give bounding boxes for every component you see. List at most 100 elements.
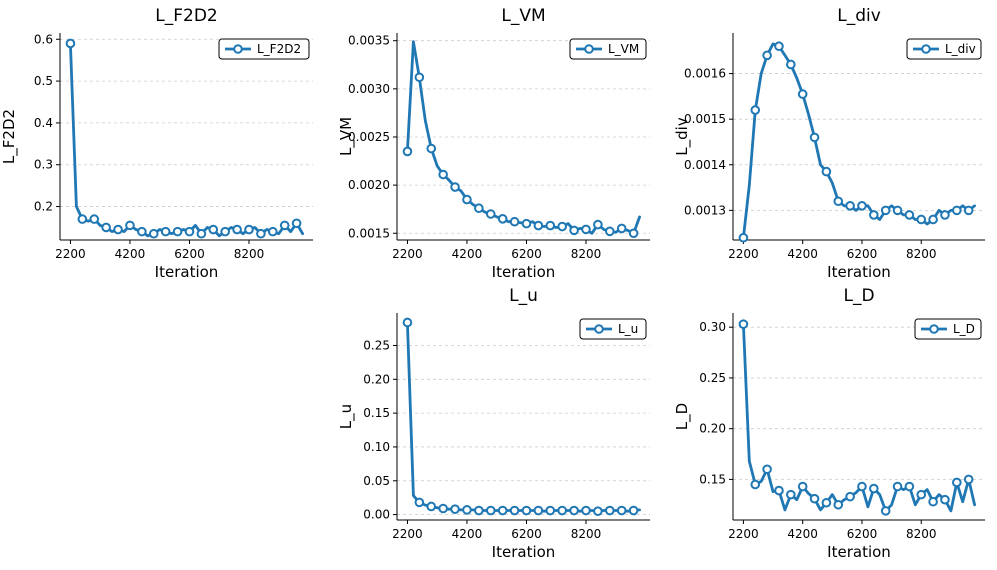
data-point [101,222,111,233]
data-point [797,89,808,99]
legend-box [218,38,310,60]
chart-l-u: 0.00 0.05 0.10 0.15 0.20 0.25 2200 4200 6200 8200… [337,286,650,561]
data-point [616,505,627,516]
data-point [940,494,950,505]
data-point [414,72,425,83]
data-point [557,221,567,232]
data-point [928,496,938,507]
legend-label: L_D [953,322,975,336]
data-point [774,485,784,496]
x-tick-label: 8200 [906,247,937,261]
data-point [426,143,437,154]
data-point [569,225,579,236]
y-tick-label: 0.0025 [348,130,390,144]
legend-label: L_u [618,322,638,336]
data-point [485,209,496,219]
legend-box [569,38,647,60]
y-axis-label: L_div [673,117,692,156]
data-point [521,505,532,516]
data-point [904,210,915,220]
y-tick-label: 0.5 [34,74,53,88]
data-point [125,220,135,231]
data-point [450,182,460,192]
y-tick-label: 0.30 [699,320,726,334]
data-point [880,205,891,216]
x-tick-label: 2200 [55,247,86,261]
data-point [593,219,603,230]
x-tick-label: 4200 [452,247,483,261]
legend-marker [233,44,243,54]
chart-title: L_VM [501,6,545,26]
chart-l-f2d2: 0.2 0.3 0.4 0.5 0.6 2200 4200 6200 8200 L_F2D2 Ite… [0,6,313,281]
data-point [267,226,278,237]
chart-l-vm: 0.0015 0.0020 0.0025 0.0030 0.0035 2200 4200 62… [337,6,650,281]
data-point [616,223,627,234]
legend-marker [584,44,594,54]
data-point [762,50,772,61]
data-point [485,505,496,516]
y-axis-label: L_VM [337,117,356,156]
data-point [821,497,832,508]
x-tick-label: 6200 [511,527,542,541]
data-point [833,196,844,207]
y-tick-label: 0.2 [34,200,53,214]
data-point [113,224,123,235]
y-tick-label: 0.15 [699,472,726,486]
legend-label: L_F2D2 [257,42,301,56]
data-point [833,499,844,510]
data-point [244,224,254,235]
y-tick-label: 0.4 [34,116,53,130]
y-tick-label: 0.0014 [684,158,726,172]
legend-label: L_VM [608,42,639,56]
data-point [279,220,290,231]
chart-title: L_D [843,286,874,306]
data-point [557,505,567,516]
data-point [845,201,855,211]
data-point [232,224,242,235]
x-tick-label: 2200 [728,247,759,261]
data-point [869,210,879,220]
data-point [426,501,437,512]
data-point [916,489,927,500]
x-tick-label: 4200 [115,247,146,261]
data-point [963,205,974,216]
data-point [857,201,867,211]
legend-box [579,318,647,340]
data-point [762,464,772,475]
data-point [148,228,159,239]
x-tick-label: 2200 [392,247,423,261]
data-point [750,105,761,115]
series-line [405,40,641,235]
y-tick-label: 0.25 [363,338,390,352]
data-point [402,146,413,157]
data-point [786,489,796,500]
data-point [880,506,891,516]
legend-marker [594,324,604,334]
x-tick-label: 4200 [787,247,818,261]
y-tick-label: 0.15 [363,406,390,420]
x-tick-label: 6200 [847,527,878,541]
data-point [916,214,927,225]
x-axis-label: Iteration [827,263,891,281]
chart-l-d: 0.15 0.20 0.25 0.30 2200 4200 6200 8200 L_D Itera… [673,286,985,561]
chart-title: L_F2D2 [155,6,217,26]
data-point [160,226,171,237]
data-point [593,506,603,517]
x-tick-label: 8200 [571,527,602,541]
x-axis-label: Iteration [492,263,556,281]
x-tick-label: 6200 [511,247,542,261]
data-point [402,317,413,328]
data-point [533,220,544,231]
data-point [474,203,484,214]
data-point [256,228,266,239]
data-point [845,491,855,502]
legend-marker [929,324,939,334]
data-point [581,224,591,235]
data-point [533,505,544,516]
data-point [604,226,615,237]
data-point [462,194,472,205]
x-tick-label: 2200 [392,527,423,541]
data-point [809,132,820,143]
data-point [545,505,556,516]
x-axis-label: Iteration [827,543,891,561]
